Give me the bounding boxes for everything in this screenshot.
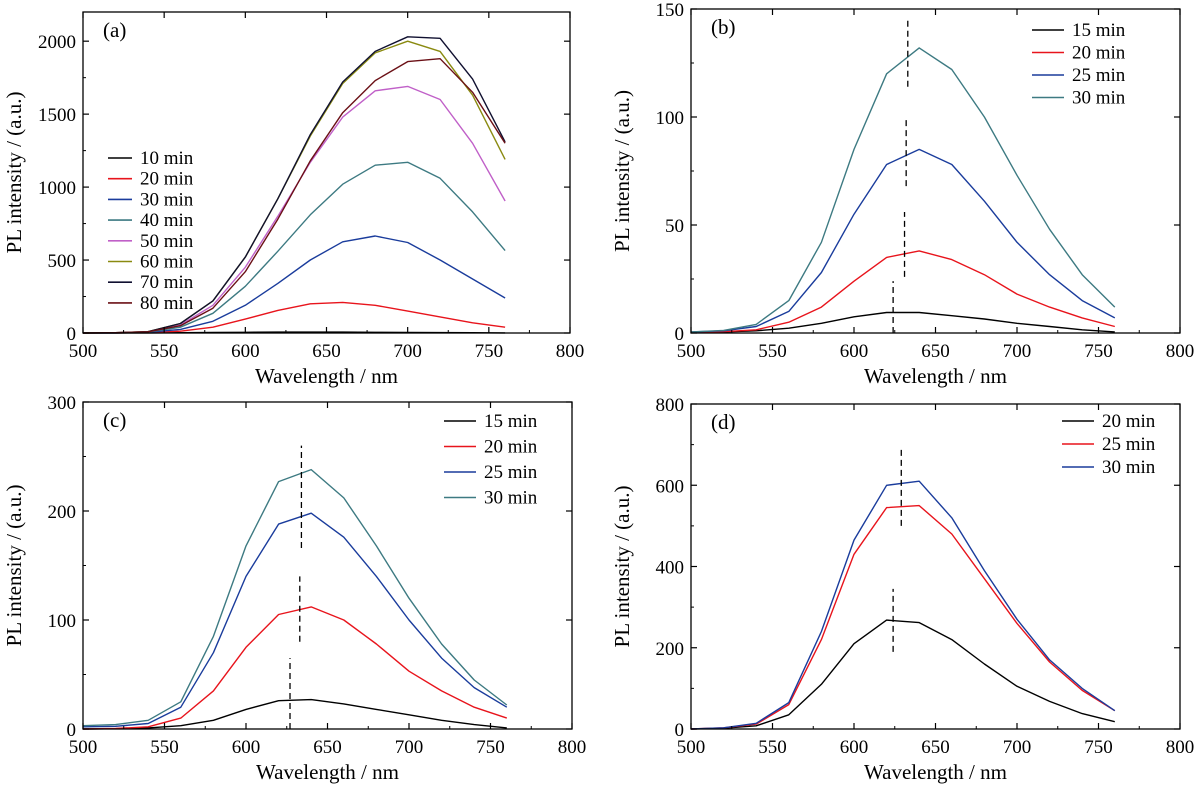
legend-entry-label: 60 min [140, 252, 194, 273]
legend-entry-label: 30 min [140, 189, 194, 210]
y-axis-title: PL intensity / (a.u.) [610, 486, 634, 648]
x-tick-label: 600 [840, 341, 869, 362]
x-tick-label: 600 [840, 737, 869, 758]
x-tick-label: 750 [1084, 737, 1113, 758]
legend-entry-label: 30 min [1102, 457, 1156, 478]
x-tick-label: 700 [1003, 737, 1032, 758]
y-tick-label: 800 [656, 395, 685, 416]
x-tick-label: 800 [1166, 737, 1195, 758]
x-axis-title: Wavelength / nm [256, 760, 399, 784]
y-tick-label: 200 [656, 639, 685, 660]
y-tick-label: 1000 [38, 178, 76, 199]
legend-entry-label: 25 min [1102, 434, 1156, 455]
y-axis-title: PL intensity / (a.u.) [2, 485, 26, 647]
x-tick-label: 550 [758, 341, 787, 362]
series-line-80-min [82, 58, 506, 334]
y-tick-label: 2000 [38, 32, 76, 53]
x-tick-label: 600 [232, 737, 261, 758]
y-tick-label: 0 [67, 720, 77, 741]
y-tick-label: 1500 [38, 105, 76, 126]
y-tick-label: 0 [675, 324, 685, 345]
panel-label: (c) [103, 408, 126, 432]
legend-entry-label: 30 min [484, 488, 538, 509]
series-line-30-min [82, 468, 508, 727]
y-tick-label: 400 [656, 558, 685, 579]
legend: 15 min 20 min 25 min 30 min [444, 411, 538, 509]
series-line-30-min [690, 480, 1116, 730]
y-axis-title: PL intensity / (a.u.) [2, 92, 26, 254]
x-tick-label: 800 [556, 341, 585, 362]
x-tick-label: 800 [1166, 341, 1195, 362]
chart-panel-2: 500 550 600 650 700 750 800 0 100 200 300 Wavelengt… [2, 393, 586, 784]
x-axis-title: Wavelength / nm [864, 364, 1007, 388]
x-tick-label: 500 [677, 341, 706, 362]
y-tick-label: 600 [656, 476, 685, 497]
series-line-20-min [690, 619, 1115, 730]
legend-entry-label: 15 min [1072, 20, 1126, 41]
legend-entry-label: 25 min [484, 462, 538, 483]
x-tick-label: 700 [393, 341, 422, 362]
x-tick-label: 500 [69, 737, 98, 758]
y-tick-label: 200 [48, 502, 77, 523]
y-tick-label: 150 [656, 0, 685, 21]
legend-entry-label: 20 min [140, 169, 194, 190]
legend-entry-label: 30 min [1072, 88, 1126, 109]
series-line-25-min [690, 504, 1116, 730]
panel-label: (d) [711, 410, 736, 434]
x-tick-label: 650 [921, 341, 950, 362]
x-tick-label: 500 [677, 737, 706, 758]
series-line-15-min [82, 698, 507, 730]
y-tick-label: 100 [48, 611, 77, 632]
x-tick-label: 700 [1003, 341, 1032, 362]
legend-entry-label: 50 min [140, 231, 194, 252]
series-line-25-min [82, 512, 508, 728]
series-line-30-min [690, 47, 1116, 333]
x-tick-label: 750 [1084, 341, 1113, 362]
legend-entry-label: 20 min [484, 437, 538, 458]
legend-entry-label: 20 min [1072, 43, 1126, 64]
x-tick-label: 650 [312, 341, 341, 362]
y-axis-title: PL intensity / (a.u.) [610, 90, 634, 252]
x-tick-label: 750 [475, 341, 504, 362]
x-axis-title: Wavelength / nm [864, 760, 1007, 784]
y-tick-label: 300 [48, 393, 77, 414]
x-tick-label: 550 [150, 737, 179, 758]
y-tick-label: 0 [675, 720, 685, 741]
panel-label: (b) [711, 15, 736, 39]
y-tick-label: 500 [48, 251, 77, 272]
legend-entry-label: 10 min [140, 148, 194, 169]
x-axis-title: Wavelength / nm [255, 364, 398, 388]
legend-entry-label: 25 min [1072, 65, 1126, 86]
panel-label: (a) [103, 18, 126, 42]
y-tick-label: 50 [665, 216, 684, 237]
chart-panel-1: 500 550 600 650 700 750 800 0 50 100 150 Wavelength… [610, 0, 1194, 388]
series-line-20-min [690, 250, 1115, 334]
x-tick-label: 550 [758, 737, 787, 758]
x-tick-label: 700 [395, 737, 424, 758]
x-tick-label: 550 [150, 341, 179, 362]
legend-entry-label: 80 min [140, 293, 194, 314]
x-tick-label: 500 [69, 341, 98, 362]
legend-entry-label: 70 min [140, 272, 194, 293]
series-line-25-min [690, 148, 1116, 333]
series-line-15-min [690, 311, 1115, 334]
legend-entry-label: 20 min [1102, 411, 1156, 432]
y-tick-label: 0 [67, 324, 77, 345]
x-tick-label: 600 [231, 341, 260, 362]
legend-entry-label: 40 min [140, 210, 194, 231]
chart-panel-0: 500 550 600 650 700 750 8000500100015002000Wav… [2, 11, 585, 388]
legend-entry-label: 15 min [484, 411, 538, 432]
series-line-20-min [82, 606, 508, 730]
chart-panel-3: 500 550 600 650 700 750 800 0 200 400 600 800 Wavele… [610, 395, 1194, 784]
y-tick-label: 100 [656, 108, 685, 129]
x-tick-label: 650 [921, 737, 950, 758]
x-tick-label: 650 [313, 737, 342, 758]
x-tick-label: 800 [558, 737, 587, 758]
x-tick-label: 750 [476, 737, 505, 758]
